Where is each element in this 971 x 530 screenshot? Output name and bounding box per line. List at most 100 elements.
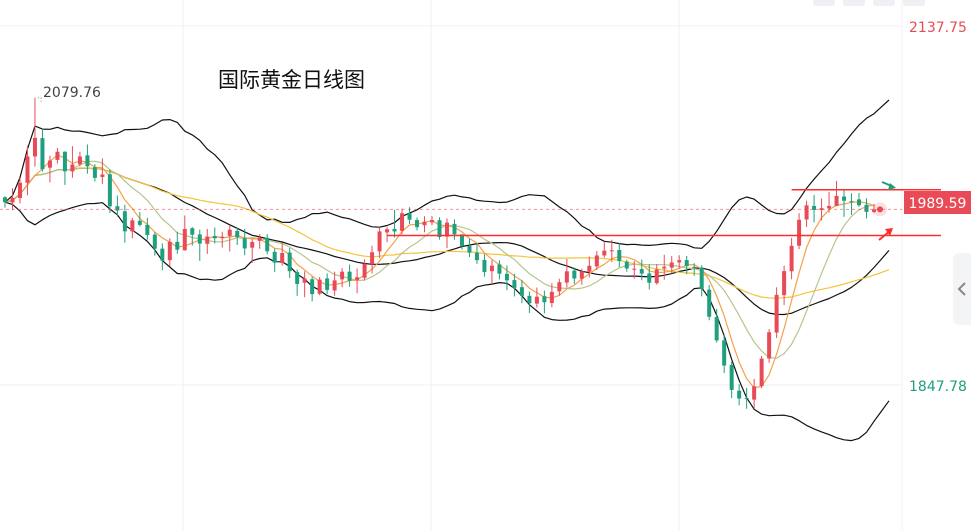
- y-axis-top-label: 2137.75: [909, 20, 967, 36]
- toolbar-button-1[interactable]: [813, 0, 835, 6]
- candle-body: [752, 386, 757, 400]
- candle-body: [347, 271, 352, 281]
- candle-body: [377, 231, 382, 252]
- candle-body: [242, 238, 247, 249]
- candle-body: [812, 205, 817, 210]
- candle-body: [47, 160, 52, 168]
- candle-body: [804, 205, 809, 220]
- candle-body: [864, 204, 869, 212]
- grid-layer: [0, 0, 903, 530]
- side-panel-toggle[interactable]: [953, 253, 971, 325]
- candle-body: [474, 252, 479, 261]
- candle-body: [415, 220, 420, 228]
- ma-mid-line: [4, 160, 875, 359]
- candle-body: [737, 390, 742, 399]
- candle-body: [609, 250, 614, 252]
- candle-body: [662, 266, 667, 269]
- candles-layer: [3, 97, 876, 409]
- candle-body: [325, 278, 330, 290]
- toolbar-button-2[interactable]: [843, 0, 865, 6]
- candle-body: [25, 156, 30, 183]
- candle-body: [684, 260, 689, 267]
- candle-body: [594, 255, 599, 267]
- candle-body: [459, 234, 464, 246]
- candle-body: [17, 182, 22, 199]
- candle-body: [362, 263, 367, 278]
- candle-body: [437, 220, 442, 238]
- candle-body: [534, 296, 539, 304]
- candle-body: [699, 267, 704, 290]
- candle-body: [385, 229, 390, 233]
- candle-body: [647, 273, 652, 283]
- chevron-left-icon: [957, 282, 966, 296]
- candle-body: [115, 206, 120, 211]
- candle-body: [602, 250, 607, 256]
- annotation-layer: [0, 97, 941, 241]
- candle-body: [235, 230, 240, 238]
- candle-body: [639, 269, 644, 274]
- candle-body: [130, 220, 135, 232]
- candle-body: [714, 317, 719, 341]
- candle-body: [512, 280, 517, 288]
- candle-body: [85, 155, 90, 167]
- candle-body: [355, 277, 360, 281]
- candle-body: [849, 201, 854, 203]
- candle-body: [677, 260, 682, 263]
- candle-body: [220, 236, 225, 239]
- candle-body: [152, 234, 157, 249]
- candle-body: [407, 213, 412, 220]
- toolbar-button-4[interactable]: [903, 0, 925, 6]
- candle-body: [572, 270, 577, 279]
- candle-body: [692, 266, 697, 268]
- candle-body: [452, 223, 457, 235]
- candle-body: [62, 151, 67, 172]
- candle-body: [302, 278, 307, 283]
- candle-body: [759, 358, 764, 386]
- candle-body: [340, 271, 345, 280]
- candle-body: [430, 220, 435, 223]
- candle-body: [729, 364, 734, 390]
- candle-body: [160, 248, 165, 261]
- candle-body: [77, 156, 82, 165]
- down-arrow-head-icon: [888, 183, 896, 190]
- candle-body: [744, 398, 749, 400]
- moving-averages: [4, 154, 890, 389]
- current-price-dot: [877, 206, 883, 213]
- candle-body: [272, 251, 277, 263]
- candle-body: [707, 289, 712, 317]
- candle-body: [489, 265, 494, 272]
- candle-body: [669, 262, 674, 268]
- candle-body: [774, 294, 779, 333]
- candle-body: [122, 211, 127, 232]
- candle-body: [504, 273, 509, 281]
- candle-body: [579, 271, 584, 279]
- candle-body: [632, 268, 637, 270]
- toolbar-button-3[interactable]: [873, 0, 895, 6]
- candle-body: [257, 237, 262, 241]
- candle-body: [145, 224, 150, 235]
- candle-body: [527, 295, 532, 304]
- candle-body: [370, 252, 375, 265]
- candle-body: [40, 138, 45, 170]
- candle-body: [542, 296, 547, 303]
- candle-body: [250, 241, 255, 248]
- candle-body: [422, 221, 427, 226]
- high-annotation-label: 2079.76: [43, 85, 101, 101]
- candle-body: [444, 222, 449, 237]
- candle-body: [227, 229, 232, 236]
- candle-body: [212, 236, 217, 239]
- y-axis-bottom-label: 1847.78: [909, 379, 967, 395]
- up-arrow-head-icon: [885, 228, 893, 236]
- candle-body: [467, 246, 472, 253]
- candle-body: [287, 252, 292, 272]
- candle-body: [92, 167, 97, 178]
- candle-body: [55, 151, 60, 160]
- candle-body: [167, 241, 172, 261]
- candle-body: [654, 269, 659, 284]
- bollinger-lower-line: [4, 201, 890, 442]
- candle-body: [767, 332, 772, 359]
- candle-body: [190, 228, 195, 235]
- candle-body: [519, 287, 524, 296]
- candle-body: [819, 208, 824, 211]
